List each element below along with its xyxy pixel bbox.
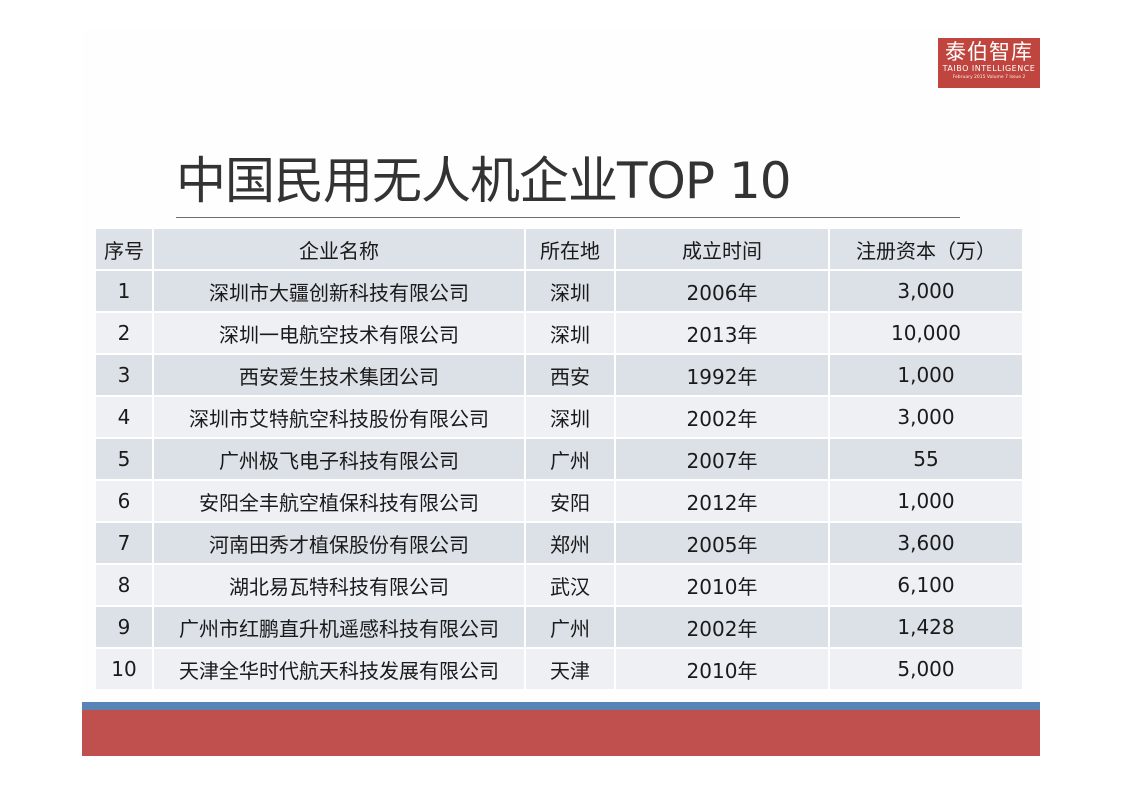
cell-location: 深圳: [526, 397, 616, 439]
header-rank: 序号: [96, 229, 154, 271]
cell-founded: 2013年: [616, 313, 830, 355]
cell-location: 广州: [526, 607, 616, 649]
cell-capital: 3,000: [830, 397, 1022, 439]
cell-location: 郑州: [526, 523, 616, 565]
cell-location: 武汉: [526, 565, 616, 607]
cell-company: 广州市红鹏直升机遥感科技有限公司: [154, 607, 526, 649]
cell-founded: 2010年: [616, 565, 830, 607]
title-underline: [176, 217, 960, 218]
table-row: 4 深圳市艾特航空科技股份有限公司 深圳 2002年 3,000: [96, 397, 1022, 439]
cell-rank: 2: [96, 313, 154, 355]
cell-capital: 3,000: [830, 271, 1022, 313]
table-row: 9 广州市红鹏直升机遥感科技有限公司 广州 2002年 1,428: [96, 607, 1022, 649]
cell-rank: 5: [96, 439, 154, 481]
cell-founded: 2002年: [616, 397, 830, 439]
logo-text-en: TAIBO INTELLIGENCE: [942, 64, 1036, 73]
footer-blue-band: [82, 702, 1040, 710]
cell-capital: 10,000: [830, 313, 1022, 355]
cell-rank: 6: [96, 481, 154, 523]
cell-capital: 3,600: [830, 523, 1022, 565]
table-row: 3 西安爱生技术集团公司 西安 1992年 1,000: [96, 355, 1022, 397]
cell-location: 西安: [526, 355, 616, 397]
table-row: 5 广州极飞电子科技有限公司 广州 2007年 55: [96, 439, 1022, 481]
cell-company: 河南田秀才植保股份有限公司: [154, 523, 526, 565]
cell-location: 深圳: [526, 271, 616, 313]
cell-capital: 6,100: [830, 565, 1022, 607]
cell-founded: 2002年: [616, 607, 830, 649]
top10-table: 序号 企业名称 所在地 成立时间 注册资本（万） 1 深圳市大疆创新科技有限公司…: [96, 229, 1022, 691]
cell-founded: 2012年: [616, 481, 830, 523]
cell-rank: 4: [96, 397, 154, 439]
cell-location: 广州: [526, 439, 616, 481]
table-header-row: 序号 企业名称 所在地 成立时间 注册资本（万）: [96, 229, 1022, 271]
table-row: 6 安阳全丰航空植保科技有限公司 安阳 2012年 1,000: [96, 481, 1022, 523]
cell-location: 安阳: [526, 481, 616, 523]
cell-location: 天津: [526, 649, 616, 691]
table-row: 8 湖北易瓦特科技有限公司 武汉 2010年 6,100: [96, 565, 1022, 607]
cell-capital: 5,000: [830, 649, 1022, 691]
cell-company: 西安爱生技术集团公司: [154, 355, 526, 397]
table-row: 2 深圳一电航空技术有限公司 深圳 2013年 10,000: [96, 313, 1022, 355]
logo-text-cn: 泰伯智库: [945, 40, 1033, 64]
cell-rank: 9: [96, 607, 154, 649]
cell-company: 广州极飞电子科技有限公司: [154, 439, 526, 481]
footer-red-band: [82, 710, 1040, 756]
cell-rank: 10: [96, 649, 154, 691]
cell-founded: 2006年: [616, 271, 830, 313]
cell-rank: 8: [96, 565, 154, 607]
logo-subtitle: February 2015 Volume 7 Issue 2: [952, 75, 1026, 80]
cell-company: 湖北易瓦特科技有限公司: [154, 565, 526, 607]
cell-founded: 2007年: [616, 439, 830, 481]
header-founded: 成立时间: [616, 229, 830, 271]
cell-company: 深圳市艾特航空科技股份有限公司: [154, 397, 526, 439]
cell-rank: 3: [96, 355, 154, 397]
table-row: 10 天津全华时代航天科技发展有限公司 天津 2010年 5,000: [96, 649, 1022, 691]
cell-founded: 2005年: [616, 523, 830, 565]
cell-founded: 1992年: [616, 355, 830, 397]
cell-capital: 55: [830, 439, 1022, 481]
cell-company: 天津全华时代航天科技发展有限公司: [154, 649, 526, 691]
cell-company: 安阳全丰航空植保科技有限公司: [154, 481, 526, 523]
cell-company: 深圳市大疆创新科技有限公司: [154, 271, 526, 313]
cell-company: 深圳一电航空技术有限公司: [154, 313, 526, 355]
cell-founded: 2010年: [616, 649, 830, 691]
cell-capital: 1,000: [830, 355, 1022, 397]
cell-capital: 1,000: [830, 481, 1022, 523]
page-title: 中国民用无人机企业TOP 10: [176, 152, 792, 210]
header-company: 企业名称: [154, 229, 526, 271]
cell-rank: 1: [96, 271, 154, 313]
cell-capital: 1,428: [830, 607, 1022, 649]
table-row: 1 深圳市大疆创新科技有限公司 深圳 2006年 3,000: [96, 271, 1022, 313]
header-capital: 注册资本（万）: [830, 229, 1022, 271]
taibo-logo: 泰伯智库 TAIBO INTELLIGENCE February 2015 Vo…: [938, 38, 1040, 88]
cell-location: 深圳: [526, 313, 616, 355]
header-location: 所在地: [526, 229, 616, 271]
cell-rank: 7: [96, 523, 154, 565]
table-row: 7 河南田秀才植保股份有限公司 郑州 2005年 3,600: [96, 523, 1022, 565]
